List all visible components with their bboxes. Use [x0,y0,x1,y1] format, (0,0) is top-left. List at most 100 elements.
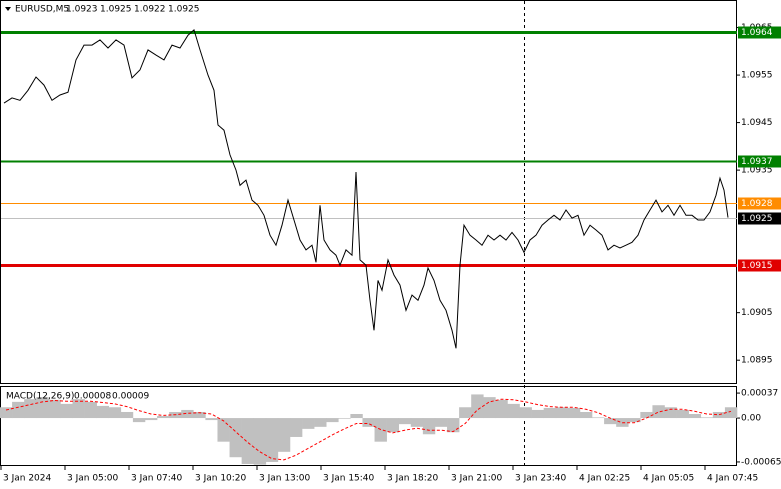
macd-bar [36,397,49,419]
macd-bar [555,407,569,419]
menu-arrow [5,7,11,11]
y-tick-label: 1.0935 [741,166,773,176]
macd-bar [60,403,73,419]
level-label: 1.0937 [741,157,773,167]
macd-bar [652,405,665,419]
macd-bar [193,411,206,419]
macd-bar [507,403,520,419]
macd-bar [700,417,714,419]
y-tick-label: 1.0895 [741,356,773,366]
macd-bar [205,418,218,421]
macd-bar [120,411,134,419]
macd-bar [567,407,581,419]
x-tick-label: 3 Jan 2024 [3,474,51,484]
symbol: EURUSD,M5 [15,5,69,15]
x-tick-label: 3 Jan 23:40 [515,474,567,484]
macd-bar [398,418,412,425]
level-label-box [738,212,781,225]
y-tick-label: 1.0905 [741,308,773,318]
ohlc-value: 1.0922 [134,5,166,15]
macd-bar [12,401,25,419]
level-label-box [738,259,781,272]
macd-bar [519,407,532,419]
macd-bar [459,407,472,419]
ohlc-value: 1.0923 [66,5,98,15]
macd-bar [108,407,122,419]
main-pane-frame [0,0,737,384]
level-label-box [738,155,781,168]
x-tick-label: 3 Jan 05:00 [67,474,119,484]
ohlc-value: 1.0925 [100,5,132,15]
price-line [3,29,729,349]
x-tick-label: 3 Jan 18:20 [387,474,439,484]
macd-bar [604,418,617,425]
macd-bar [676,409,689,419]
macd-bar [483,397,496,419]
macd-bar [386,418,400,433]
x-tick-label: 4 Jan 02:25 [579,474,630,484]
x-tick-label: 3 Jan 13:00 [259,474,311,484]
macd-bar [302,418,315,429]
macd-y-tick-label: 0.00037 [741,389,778,399]
macd-bar [434,418,448,427]
macd-bar [277,418,291,452]
macd-bar [422,418,436,435]
macd-bar [664,407,677,419]
macd-bar [579,411,593,419]
header: EURUSD,M5 [5,5,69,15]
ohlc-value: 1.0925 [168,5,200,15]
macd-bar [471,394,484,419]
macd-bar [229,418,242,458]
macd-bar [592,417,605,419]
macd-bar [362,418,375,427]
level-label: 1.0928 [741,199,773,209]
macd-bar [314,418,327,427]
macd-bar [157,416,170,419]
macd-bar [181,409,194,419]
level-label-box [738,26,781,39]
macd-bar [543,407,557,419]
macd-signal [5,398,732,461]
macd-bar [628,418,641,423]
macd-bar [712,411,726,419]
macd-bar [72,399,85,419]
x-tick-label: 3 Jan 07:40 [131,474,183,484]
macd-bar [495,399,508,419]
macd-bar [241,418,255,464]
macd-pane-frame [0,386,737,466]
macd-bar [132,418,146,423]
macd-bar [253,418,267,465]
x-tick-label: 3 Jan 15:40 [323,474,375,484]
level-label-box [738,197,781,210]
x-tick-label: 3 Jan 21:00 [451,474,503,484]
macd-bar [326,418,339,423]
level-label: 1.0915 [741,261,773,271]
macd-bar [640,411,653,419]
macd-bar [447,418,460,433]
y-tick-label: 1.0955 [741,71,773,81]
macd-bar [688,414,702,419]
macd-reading: 0.00008 [74,392,111,402]
macd-bar [0,407,13,419]
x-tick-label: 4 Jan 07:45 [707,474,758,484]
macd-bar [84,401,97,419]
x-tick-label: 4 Jan 05:05 [643,474,694,484]
macd-bar [96,405,110,419]
x-tick-label: 3 Jan 10:20 [195,474,247,484]
macd-bar [265,418,279,462]
macd-bar [144,418,158,421]
macd-title: MACD(12,26,9) [6,392,74,402]
macd-bar [48,399,61,419]
macd-bar [289,418,303,437]
macd-bar [531,409,544,419]
macd-y-tick-label: 0.00 [741,414,761,424]
level-label: 1.0925 [741,214,773,224]
macd-bar [350,414,363,419]
macd-reading: 0.00009 [112,392,149,402]
level-label: 1.0964 [741,28,773,38]
macd-bar [410,418,424,427]
macd-bar [724,407,738,419]
macd-y-tick-label: -0.00065 [741,457,781,467]
y-tick-label: 1.0945 [741,118,773,128]
